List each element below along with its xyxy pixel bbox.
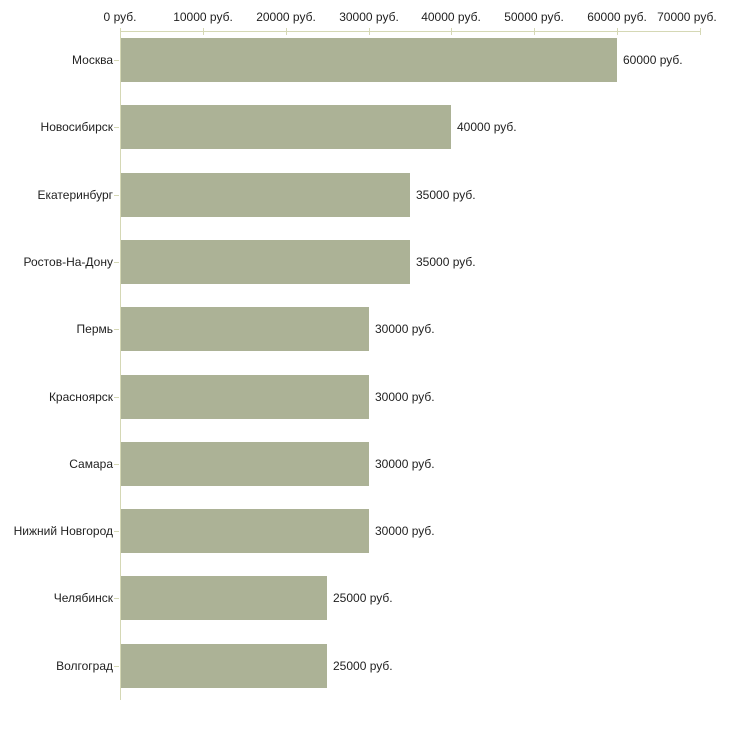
category-tick-mark bbox=[114, 127, 119, 128]
x-axis-tick-label: 60000 руб. bbox=[587, 10, 647, 24]
category-tick-mark bbox=[114, 60, 119, 61]
y-axis-line bbox=[120, 31, 121, 700]
x-axis-tick-mark bbox=[120, 28, 121, 35]
bar-value-label: 35000 руб. bbox=[416, 188, 476, 202]
x-axis-tick-mark bbox=[534, 28, 535, 35]
bar-value-label: 30000 руб. bbox=[375, 457, 435, 471]
bar-value-label: 25000 руб. bbox=[333, 659, 393, 673]
x-axis-tick-label: 20000 руб. bbox=[256, 10, 316, 24]
bar bbox=[121, 509, 369, 553]
category-tick-mark bbox=[114, 262, 119, 263]
bar bbox=[121, 644, 327, 688]
category-tick-mark bbox=[114, 531, 119, 532]
bar bbox=[121, 576, 327, 620]
bar-value-label: 60000 руб. bbox=[623, 53, 683, 67]
bar bbox=[121, 442, 369, 486]
category-label: Екатеринбург bbox=[37, 188, 114, 202]
category-tick-mark bbox=[114, 598, 119, 599]
x-axis-tick-label: 0 руб. bbox=[103, 10, 137, 24]
bar-value-label: 30000 руб. bbox=[375, 524, 435, 538]
category-label: Красноярск bbox=[48, 390, 113, 404]
x-axis-tick-label: 30000 руб. bbox=[339, 10, 399, 24]
category-tick-mark bbox=[114, 397, 119, 398]
category-label: Самара bbox=[69, 457, 113, 471]
category-tick-mark bbox=[114, 666, 119, 667]
bar-value-label: 40000 руб. bbox=[457, 120, 517, 134]
category-tick-mark bbox=[114, 464, 119, 465]
category-label: Ростов-На-Дону bbox=[23, 255, 113, 269]
bar bbox=[121, 375, 369, 419]
bar-value-label: 30000 руб. bbox=[375, 322, 435, 336]
x-axis-tick-label: 10000 руб. bbox=[173, 10, 233, 24]
x-axis-tick-mark bbox=[700, 28, 701, 35]
x-axis-tick-label: 50000 руб. bbox=[504, 10, 564, 24]
category-label: Новосибирск bbox=[40, 120, 113, 134]
bar-value-label: 35000 руб. bbox=[416, 255, 476, 269]
category-label: Нижний Новгород bbox=[13, 524, 113, 538]
category-label: Пермь bbox=[76, 322, 113, 336]
bar bbox=[121, 307, 369, 351]
x-axis-tick-mark bbox=[451, 28, 452, 35]
x-axis-tick-mark bbox=[286, 28, 287, 35]
category-label: Волгоград bbox=[56, 659, 113, 673]
x-axis-tick-mark bbox=[369, 28, 370, 35]
x-axis-tick-label: 40000 руб. bbox=[421, 10, 481, 24]
bar bbox=[121, 173, 410, 217]
bar-value-label: 30000 руб. bbox=[375, 390, 435, 404]
bar bbox=[121, 240, 410, 284]
category-tick-mark bbox=[114, 329, 119, 330]
x-axis-tick-mark bbox=[617, 28, 618, 35]
x-axis-tick-mark bbox=[203, 28, 204, 35]
bar bbox=[121, 38, 617, 82]
x-axis-line bbox=[120, 31, 700, 32]
category-label: Москва bbox=[72, 53, 113, 67]
category-tick-mark bbox=[114, 195, 119, 196]
bar-value-label: 25000 руб. bbox=[333, 591, 393, 605]
bar bbox=[121, 105, 451, 149]
category-label: Челябинск bbox=[53, 591, 113, 605]
x-axis-tick-label: 70000 руб. bbox=[657, 10, 717, 24]
